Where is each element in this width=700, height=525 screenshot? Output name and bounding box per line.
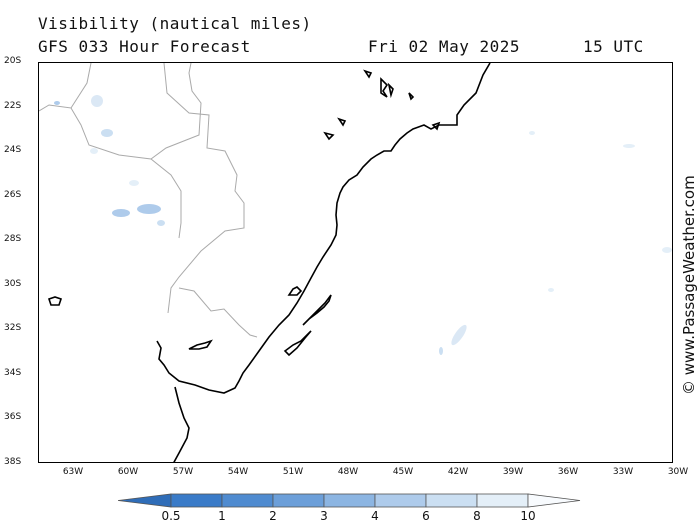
legend-value-label: 1 <box>218 509 226 523</box>
longitude-label: 36W <box>557 467 579 477</box>
latitude-label: 34S <box>4 367 22 378</box>
longitude-label: 33W <box>612 467 634 477</box>
legend-swatch <box>374 493 427 508</box>
longitude-label: 39W <box>502 467 524 477</box>
legend-arrow-high <box>527 493 581 508</box>
legend-value-label: 6 <box>422 509 430 523</box>
longitude-label: 54W <box>227 467 249 477</box>
coastline <box>47 63 491 462</box>
legend-swatch <box>323 493 376 508</box>
chart-title: Visibility (nautical miles) <box>38 14 312 33</box>
forecast-time: 15 UTC <box>583 37 644 56</box>
legend-value-label: 0.5 <box>161 509 181 523</box>
legend-value-label: 2 <box>269 509 277 523</box>
country-borders <box>39 63 258 338</box>
latitude-label: 20S <box>4 56 22 66</box>
legend-value-label: 8 <box>473 509 481 523</box>
latitude-label: 32S <box>4 323 22 333</box>
latitude-label: 22S <box>4 100 22 111</box>
longitude-label: 42W <box>447 467 469 477</box>
forecast-date: Fri 02 May 2025 <box>368 37 520 56</box>
latitude-label: 26S <box>4 189 22 200</box>
map-area[interactable] <box>38 62 673 463</box>
longitude-label: 45W <box>392 467 414 477</box>
legend-swatch <box>272 493 325 508</box>
latitude-label: 28S <box>4 234 22 244</box>
visibility-patches <box>54 95 672 355</box>
legend-colorbar <box>118 493 581 508</box>
legend-value-label: 3 <box>320 509 328 523</box>
longitude-label: 48W <box>337 467 359 477</box>
credit-text: © www.PassageWeather.com <box>680 175 698 395</box>
legend-swatch <box>476 493 529 508</box>
legend-swatch <box>221 493 274 508</box>
legend-value-label: 4 <box>371 509 379 523</box>
latitude-label: 36S <box>4 412 22 422</box>
forecast-model: GFS 033 Hour Forecast <box>38 37 251 56</box>
latitude-label: 30S <box>4 278 22 289</box>
legend-value-label: 10 <box>520 509 536 523</box>
longitude-label: 63W <box>62 467 84 477</box>
legend-swatch <box>170 493 223 508</box>
latitude-label: 38S <box>4 456 22 467</box>
map-canvas <box>39 63 672 462</box>
legend-arrow-low <box>118 493 172 508</box>
longitude-label: 60W <box>117 467 139 477</box>
legend-swatch <box>425 493 478 508</box>
longitude-label: 57W <box>172 467 194 477</box>
longitude-label: 30W <box>667 467 689 477</box>
longitude-label: 51W <box>282 467 304 477</box>
latitude-label: 24S <box>4 145 22 155</box>
